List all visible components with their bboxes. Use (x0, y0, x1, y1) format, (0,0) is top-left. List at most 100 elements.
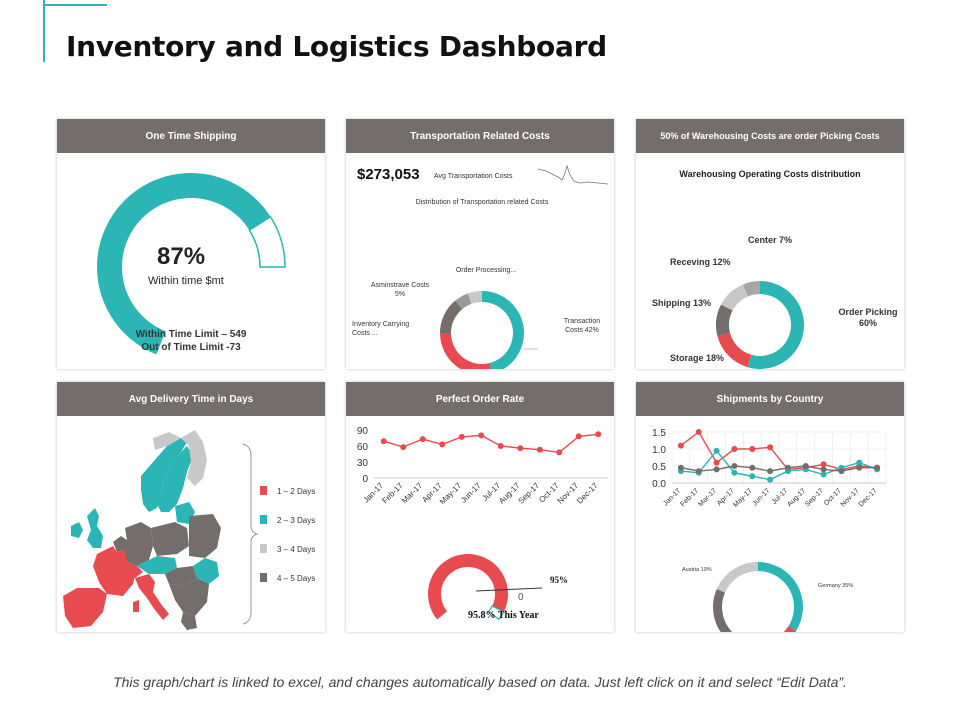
map-region-poland (151, 522, 189, 556)
data-point (695, 429, 702, 435)
slice-label: 5% (395, 291, 405, 298)
panel-header: Transportation Related Costs (346, 119, 614, 153)
data-point (820, 466, 827, 473)
data-point (767, 444, 774, 451)
legend-label: 4 – 5 Days (277, 574, 315, 583)
data-point (556, 449, 563, 456)
panel-header: Shipments by Country (636, 382, 904, 416)
out-limit-label: Out of Time Limit -73 (141, 342, 241, 353)
data-point (595, 431, 602, 438)
europe-delivery-map: 1 – 2 Days 2 – 3 Days 3 – 4 Days 4 – 5 Days (63, 430, 315, 630)
order-gauge-rest (487, 605, 505, 621)
slice-label: Center 7% (748, 235, 792, 245)
map-region-uk (87, 508, 103, 548)
x-tick-label: Mar-17 (697, 487, 718, 508)
data-point (767, 468, 774, 475)
order-rate-line-chart: 0306090Jan-17Feb-17Mar-17Apr-17May-17Jun… (357, 426, 608, 506)
data-point (713, 466, 720, 473)
data-point (380, 438, 387, 445)
panel-header: One Time Shipping (57, 119, 325, 153)
data-point (874, 464, 881, 471)
shipments-donut: Germany 35%France 28%Switzerland 21%Aust… (682, 562, 853, 632)
y-tick-label: 1.0 (652, 445, 666, 456)
y-tick-label: 90 (357, 426, 369, 437)
data-point (695, 468, 702, 475)
y-tick-label: 30 (357, 458, 369, 469)
shipments-chart: 0.00.51.01.5Jan-17Feb-17Mar-17Apr-17May-… (652, 428, 887, 632)
data-point (731, 446, 738, 452)
data-point (419, 436, 426, 443)
donut-slice (713, 588, 733, 632)
map-region-hungary (165, 566, 197, 586)
transport-cost-chart: $273,053 Avg Transportation Costs Distri… (352, 164, 609, 369)
gauge-percent: 87% (157, 243, 205, 270)
donut-slice (742, 281, 760, 297)
data-point (677, 442, 684, 449)
data-point (731, 463, 738, 469)
x-tick-label: Nov-17 (840, 487, 861, 508)
panel-perfect-order-rate: Perfect Order Rate 0 30 60 90 Jan-17 Feb-17 Ma… (346, 382, 614, 632)
map-region-romania (193, 558, 219, 584)
x-tick-label: Sep-17 (517, 481, 542, 506)
legend-label: 2 – 3 Days (277, 516, 315, 525)
slice-label: Costs ... (352, 330, 378, 337)
gauge-subtitle: Within time $mt (148, 275, 224, 287)
map-region-sardinia (133, 600, 139, 612)
map-region-greece (181, 612, 197, 630)
x-tick-label: May-17 (732, 487, 754, 509)
x-tick-label: May-17 (438, 481, 464, 507)
order-gauge-arc (428, 554, 508, 620)
slice-label: Storage 18% (670, 353, 724, 363)
map-region-czech-austria (137, 556, 177, 574)
data-point (856, 464, 863, 471)
data-point (784, 464, 791, 471)
data-point (439, 441, 446, 448)
avg-cost-amount: $273,053 (357, 166, 420, 183)
y-tick-label: 1.5 (652, 428, 666, 439)
map-region-italy (135, 574, 169, 620)
x-tick-label: Jan-17 (662, 487, 682, 507)
panel-one-time-shipping: One Time Shipping 87% Within time $mt Wi… (57, 119, 325, 369)
data-point (458, 433, 465, 440)
data-point (478, 432, 485, 439)
gauge-arc-within (96, 172, 271, 355)
donut-slice (716, 304, 733, 337)
slice-label: Costs 42% (565, 327, 599, 334)
data-point (820, 461, 827, 468)
map-region-germany (123, 522, 153, 566)
slice-label: Order Processing... (456, 267, 516, 274)
data-point (749, 446, 756, 452)
legend-label: 3 – 4 Days (277, 545, 315, 554)
x-tick-label: Dec-17 (858, 487, 879, 508)
cost-sparkline (537, 164, 609, 185)
data-point (677, 464, 684, 471)
map-region-balkans (169, 578, 209, 616)
data-point (820, 471, 827, 478)
y-tick-label: 0.5 (652, 462, 666, 473)
distribution-title: Distribution of Transportation related C… (416, 199, 549, 206)
shipments-line-chart: 0.00.51.01.5Jan-17Feb-17Mar-17Apr-17May-… (652, 428, 887, 509)
slice-label: Order Picking (838, 307, 897, 317)
data-point (575, 433, 582, 440)
page-title: Inventory and Logistics Dashboard (66, 30, 607, 63)
map-region-east (189, 514, 221, 558)
x-tick-label: Mar-17 (400, 481, 425, 506)
donut-slice (440, 333, 491, 369)
legend-swatch (260, 515, 267, 524)
panel-shipments-by-country: Shipments by Country 0.0 0.5 1.0 1.5 Jan-17 F… (636, 382, 904, 632)
shipping-gauge-chart: 87% Within time $mt Within Time Limit – … (96, 172, 286, 355)
y-tick-label: 0 (362, 474, 368, 485)
data-point (749, 473, 756, 480)
map-region-iberia (63, 588, 107, 628)
data-point (400, 444, 407, 451)
gauge-arc-out (248, 215, 286, 268)
series-line (680, 430, 878, 471)
donut-slice (455, 293, 472, 310)
legend-swatch (260, 486, 267, 495)
legend-bracket (242, 443, 259, 625)
map-legend: 1 – 2 Days 2 – 3 Days 3 – 4 Days 4 – 5 Days (260, 486, 315, 583)
donut-slice (482, 291, 524, 369)
data-point (497, 443, 504, 449)
